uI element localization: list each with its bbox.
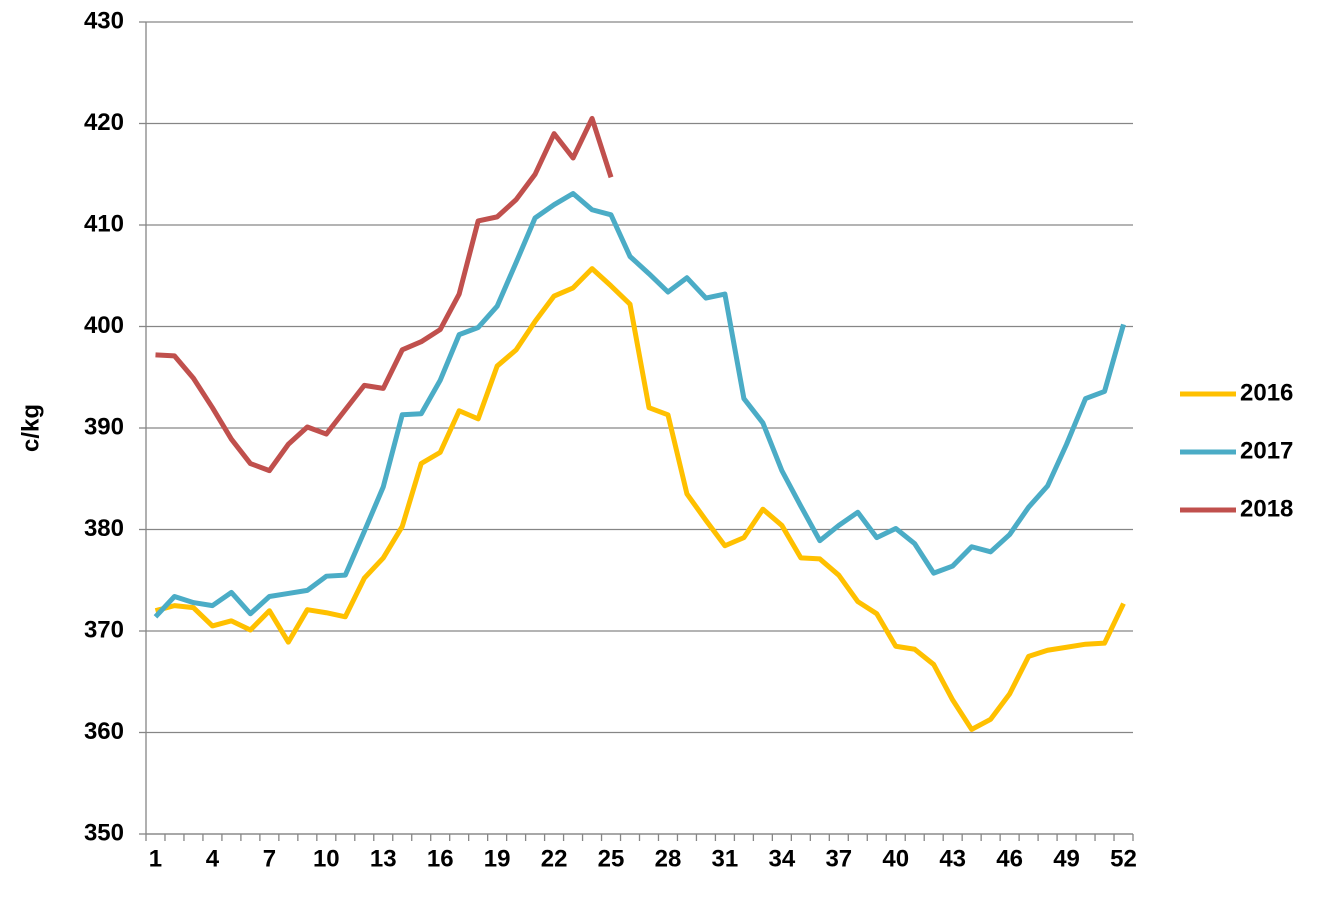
y-tick-label: 370	[84, 616, 124, 643]
x-tick-label: 10	[313, 845, 340, 872]
x-tick-label: 37	[825, 845, 852, 872]
x-tick-label: 49	[1053, 845, 1080, 872]
legend-label: 2016	[1240, 379, 1293, 406]
x-tick-label: 34	[769, 845, 796, 872]
y-tick-label: 360	[84, 718, 124, 745]
x-tick-label: 31	[712, 845, 739, 872]
y-axis-label: c/kg	[17, 404, 44, 452]
line-series	[155, 115, 614, 474]
x-tick-label: 25	[598, 845, 625, 872]
y-tick-label: 410	[84, 210, 124, 237]
line-series	[153, 191, 1126, 619]
y-tick-label: 350	[84, 819, 124, 846]
x-tick-label: 46	[996, 845, 1023, 872]
y-tick-label: 390	[84, 413, 124, 440]
legend-label: 2017	[1240, 437, 1293, 464]
x-tick-label: 22	[541, 845, 568, 872]
x-tick-label: 52	[1110, 845, 1137, 872]
x-tick-label: 43	[939, 845, 966, 872]
y-tick-label: 380	[84, 515, 124, 542]
x-tick-label: 28	[655, 845, 682, 872]
x-tick-label: 1	[149, 845, 162, 872]
y-tick-label: 420	[84, 109, 124, 136]
line-series	[154, 266, 1126, 732]
y-tick-label: 400	[84, 312, 124, 339]
x-tick-label: 40	[882, 845, 909, 872]
x-tick-label: 19	[484, 845, 511, 872]
legend-label: 2018	[1240, 495, 1293, 522]
x-tick-label: 4	[206, 845, 220, 872]
y-tick-label: 430	[84, 7, 124, 34]
x-tick-label: 13	[370, 845, 397, 872]
x-tick-label: 16	[427, 845, 454, 872]
x-tick-label: 7	[263, 845, 276, 872]
